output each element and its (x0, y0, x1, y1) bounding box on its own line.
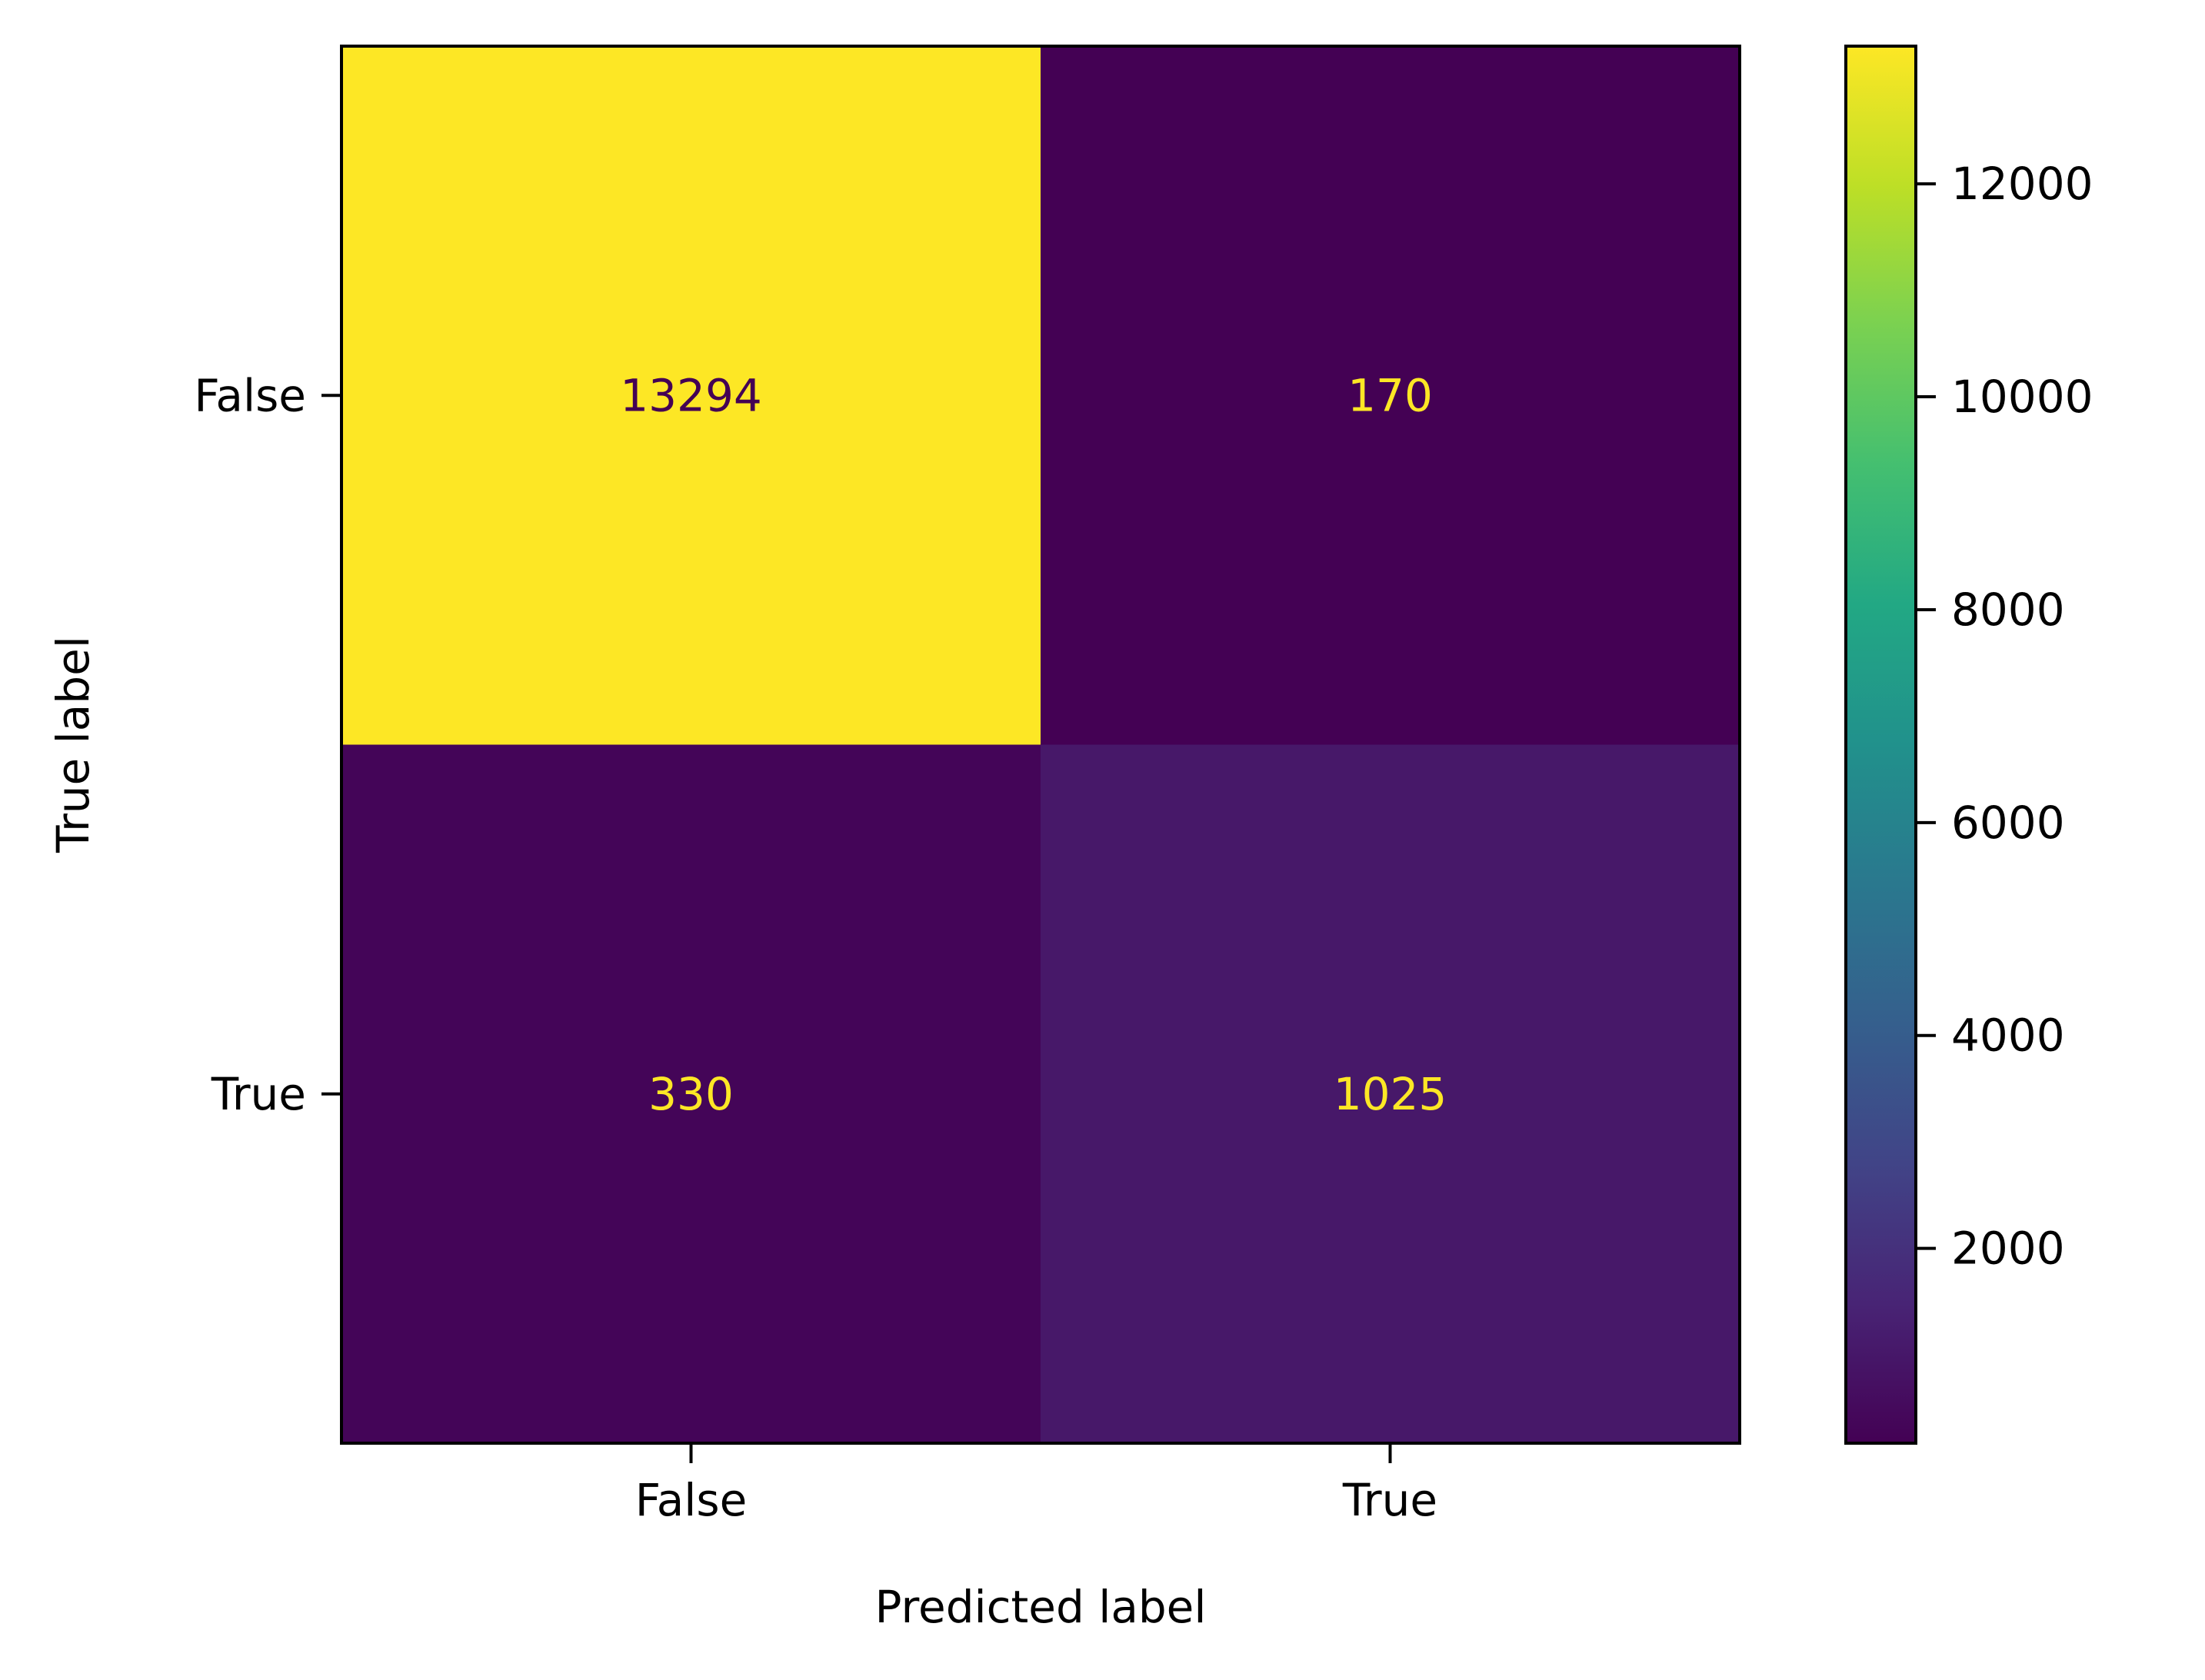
colorbar-tick-label: 6000 (1951, 797, 2065, 849)
heatmap-cells (341, 46, 1740, 1443)
x-tick-label: False (635, 1474, 748, 1526)
colorbar-tick-label: 10000 (1951, 371, 2093, 423)
colorbar-tick-label: 4000 (1951, 1010, 2065, 1062)
cell-value-label: 1025 (1334, 1068, 1447, 1120)
plot-frame (340, 45, 1741, 1445)
cell-value-label: 330 (648, 1068, 734, 1120)
cell-value-label: 170 (1347, 369, 1433, 421)
y-tick-label: False (194, 369, 306, 421)
colorbar (1844, 45, 1917, 1445)
cell-true-false (341, 744, 1041, 1443)
cell-value-label: 13294 (620, 369, 762, 421)
x-axis: False True (635, 1443, 1437, 1526)
y-tick-label: True (211, 1068, 306, 1120)
x-tick-label: True (1342, 1474, 1437, 1526)
colorbar-ticks: 2000 4000 6000 8000 10000 12000 (1916, 158, 2093, 1275)
y-axis: False True (194, 369, 341, 1120)
y-axis-title: True label (47, 636, 99, 853)
cell-true-true (1041, 744, 1740, 1443)
colorbar-tick-label: 8000 (1951, 584, 2065, 636)
cell-false-true (1041, 46, 1740, 745)
heatmap-cell-labels: 13294 170 330 1025 (620, 369, 1447, 1120)
cell-false-false (341, 46, 1041, 745)
x-axis-title: Predicted label (875, 1581, 1207, 1633)
colorbar-tick-label: 2000 (1951, 1223, 2065, 1275)
colorbar-tick-label: 12000 (1951, 158, 2093, 210)
